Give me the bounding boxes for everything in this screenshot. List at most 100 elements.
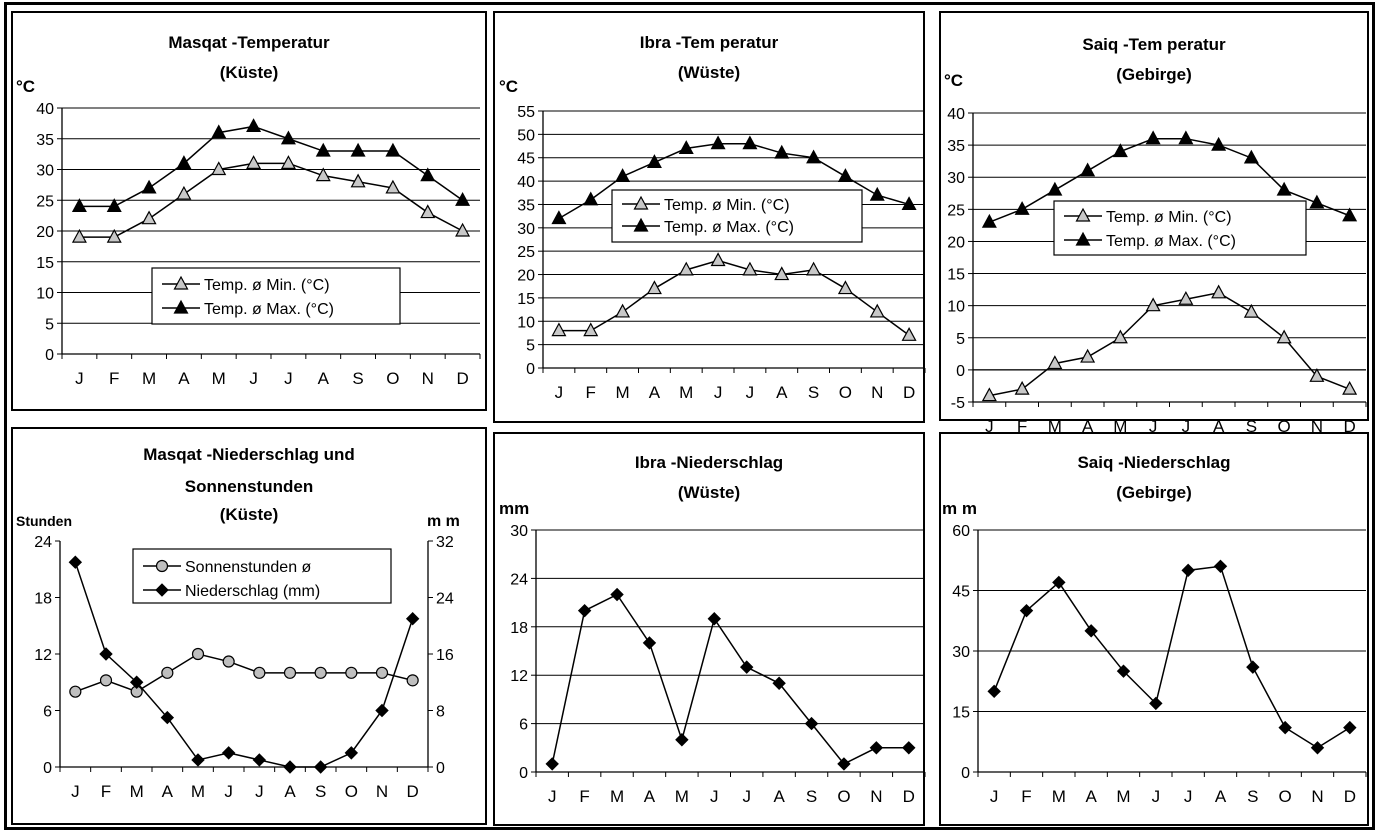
y-tick-label: 12 bbox=[510, 668, 528, 685]
data-point bbox=[176, 155, 192, 169]
x-tick-label: S bbox=[1246, 417, 1257, 436]
y-tick-label: 0 bbox=[961, 765, 970, 782]
x-tick-label: M bbox=[142, 369, 156, 388]
x-tick-label: J bbox=[255, 782, 264, 801]
y-tick-label: 30 bbox=[510, 523, 528, 540]
data-point bbox=[1112, 329, 1128, 344]
chart-title: Ibra -Niederschlag bbox=[635, 453, 783, 472]
x-tick-label: J bbox=[71, 782, 80, 801]
y-axis-label: m m bbox=[942, 499, 977, 518]
y-tick-label: 35 bbox=[517, 197, 535, 214]
data-point bbox=[710, 135, 726, 150]
legend-box bbox=[132, 548, 392, 604]
x-tick-label: D bbox=[456, 369, 468, 388]
y-tick-label: 30 bbox=[36, 163, 54, 180]
x-tick-label: J bbox=[555, 383, 564, 402]
data-point bbox=[551, 322, 567, 337]
data-point bbox=[1342, 207, 1358, 222]
x-tick-label: M bbox=[1116, 787, 1130, 806]
x-tick-label: S bbox=[352, 369, 363, 388]
x-tick-label: N bbox=[870, 787, 882, 806]
y-tick-label: 30 bbox=[952, 644, 970, 661]
data-point bbox=[742, 261, 758, 276]
y-axis-label: °C bbox=[16, 77, 35, 96]
legend-label: Temp. ø Min. (°C) bbox=[204, 277, 330, 294]
x-tick-label: N bbox=[871, 383, 883, 402]
x-tick-label: F bbox=[1021, 787, 1031, 806]
legend-box bbox=[151, 267, 401, 325]
x-tick-label: A bbox=[773, 787, 785, 806]
y-tick-label: 20 bbox=[517, 268, 535, 285]
data-point bbox=[252, 753, 267, 767]
y-axis-label: °C bbox=[499, 77, 518, 96]
y-tick-label: 40 bbox=[947, 106, 965, 123]
data-point bbox=[420, 167, 436, 182]
data-point bbox=[344, 746, 359, 760]
data-point bbox=[615, 303, 631, 318]
y-tick-label: 55 bbox=[517, 104, 535, 121]
data-point bbox=[405, 611, 420, 626]
data-point bbox=[221, 746, 236, 760]
y-tick-label: 10 bbox=[36, 286, 54, 303]
data-point bbox=[385, 142, 401, 157]
legend-box bbox=[1053, 200, 1307, 256]
x-tick-label: A bbox=[162, 782, 174, 801]
data-point bbox=[981, 213, 997, 228]
data-point bbox=[1084, 624, 1098, 638]
data-point bbox=[280, 130, 296, 145]
x-tick-label: S bbox=[808, 383, 819, 402]
x-tick-label: D bbox=[407, 782, 419, 801]
legend-marker bbox=[173, 299, 189, 314]
data-point bbox=[222, 655, 235, 668]
data-point bbox=[981, 387, 997, 402]
x-tick-label: F bbox=[586, 383, 596, 402]
data-point bbox=[545, 757, 559, 771]
data-point bbox=[1213, 559, 1228, 574]
x-tick-label: N bbox=[1311, 787, 1323, 806]
chart-subtitle: (Küste) bbox=[220, 63, 279, 82]
y-tick-label: 60 bbox=[952, 523, 970, 540]
y-tick-label: 5 bbox=[45, 316, 54, 333]
data-point bbox=[772, 676, 786, 690]
y2-tick-label: 24 bbox=[436, 591, 454, 608]
data-point bbox=[246, 155, 262, 169]
x-tick-label: O bbox=[837, 787, 850, 806]
y-tick-label: 25 bbox=[36, 193, 54, 210]
y-tick-label: 0 bbox=[956, 363, 965, 380]
chart-subtitle: Sonnenstunden bbox=[185, 477, 313, 496]
y2-tick-label: 0 bbox=[436, 760, 445, 777]
x-tick-label: D bbox=[903, 383, 915, 402]
x-tick-label: A bbox=[1082, 417, 1094, 436]
y-tick-label: 20 bbox=[947, 234, 965, 251]
legend-marker bbox=[633, 195, 649, 210]
chart-panel bbox=[11, 11, 487, 411]
data-point bbox=[610, 587, 624, 602]
x-tick-label: M bbox=[1113, 417, 1127, 436]
chart-title: Masqat -Temperatur bbox=[168, 33, 330, 52]
data-point bbox=[806, 261, 822, 276]
data-point bbox=[350, 173, 366, 188]
data-point bbox=[577, 603, 592, 618]
data-point bbox=[99, 674, 113, 687]
y-tick-label: 0 bbox=[526, 361, 535, 378]
y-tick-label: 40 bbox=[517, 174, 535, 191]
data-point bbox=[1178, 130, 1194, 145]
x-tick-label: O bbox=[345, 782, 358, 801]
chart-1: 0 5 10 15 20 25 30 35 40 J F M A M J J A S O N D Masqat -Temp… bbox=[11, 11, 487, 411]
y-tick-label: 5 bbox=[526, 338, 535, 355]
x-tick-label: S bbox=[1247, 787, 1258, 806]
data-point bbox=[551, 210, 567, 225]
data-point bbox=[646, 154, 662, 168]
data-point bbox=[1047, 355, 1063, 370]
data-point bbox=[707, 612, 721, 626]
x-tick-label: M bbox=[191, 782, 205, 801]
x-tick-label: A bbox=[776, 383, 788, 402]
data-point bbox=[804, 716, 819, 731]
data-point bbox=[901, 196, 917, 211]
legend-label: Temp. ø Max. (°C) bbox=[1106, 233, 1236, 250]
data-point bbox=[420, 204, 436, 219]
series-line-2 bbox=[74, 561, 414, 768]
x-tick-label: J bbox=[1182, 417, 1191, 436]
x-tick-label: A bbox=[178, 369, 190, 388]
data-point bbox=[455, 191, 471, 206]
